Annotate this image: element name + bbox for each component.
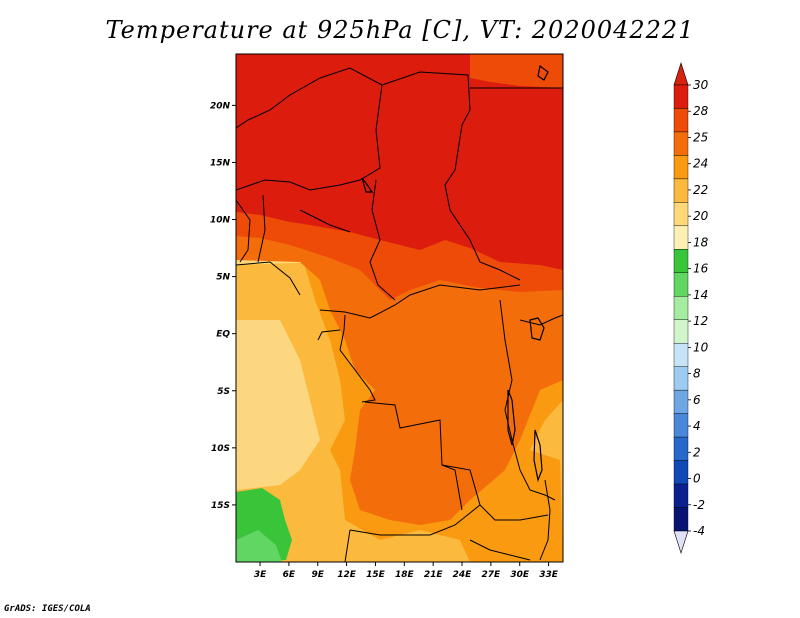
lon-tick-label: 12E [337,570,357,580]
colorbar-label: 2 [693,445,701,459]
colorbar-segment-2 [673,131,689,156]
colorbar-label: 8 [693,367,701,381]
band-above-30 [236,54,563,270]
colorbar-label: 20 [693,209,709,223]
lake-victoria [529,317,545,341]
lon-tick-label: 9E [312,570,325,580]
colorbar-segment-17 [673,483,689,508]
lon-tick-label: 21E [424,570,444,580]
lat-tick-label: 15N [210,158,231,168]
southwest-light-green-patch [236,530,282,562]
lon-tick-label: 3E [254,570,267,580]
colorbar-label: 25 [693,130,708,144]
colorbar-segment-15 [673,436,689,461]
lon-tick-label: 30E [510,570,530,580]
colorbar-label: 28 [693,104,709,118]
colorbar-segment-12 [673,366,689,391]
colorbar-segment-3 [673,155,689,180]
lat-tick-label: 10N [210,216,231,226]
lat-tick-label: 15S [211,501,230,511]
lat-tick-label: 5N [216,273,230,283]
colorbar-label: 0 [693,472,701,486]
lake-chad [361,177,374,193]
lake-tanganyika [507,389,516,446]
lat-tick-label: 5S [217,387,230,397]
colorbar-segment-16 [673,460,689,485]
northeast-patch [470,54,563,88]
colorbar-label: -4 [693,524,705,538]
colorbar-segment-14 [673,413,689,438]
colorbar-segment-11 [673,343,689,367]
lat-tick-label: 10S [211,444,230,454]
lat-tick-label: 20N [210,101,231,111]
colorbar-bottom-arrow [673,530,689,554]
colorbar-label: 14 [693,288,708,302]
lon-tick-label: 6E [283,570,296,580]
colorbar-segment-13 [673,389,689,414]
lake-malawi [533,429,543,483]
colorbar-segment-7 [673,249,689,273]
latitude-axis: 20N 15N 10N 5N EQ 5S 10S 15S [210,101,236,511]
colorbar-label: 12 [693,314,708,328]
colorbar-label: 4 [693,419,701,433]
colorbar-label: 30 [693,78,709,92]
lakes [361,64,549,483]
colorbar-label: 10 [693,340,709,354]
longitude-axis: 3E 6E 9E 12E 15E 18E 21E 24E 27E 30E 33E [254,562,559,580]
lon-tick-label: 18E [395,570,415,580]
map-title: Temperature at 925hPa [C], VT: 202004222… [105,16,695,44]
colorbar-segment-9 [673,296,689,320]
colorbar-segment-4 [673,178,689,203]
lon-tick-label: 27E [482,570,502,580]
temperature-field [236,54,563,562]
colorbar-top-arrow [673,62,689,86]
sea-of-galilee [537,64,549,81]
lon-tick-label: 15E [366,570,386,580]
map-frame [235,53,564,563]
colorbar-segment-8 [673,272,689,297]
grads-credit: GrADS: IGES/COLA [4,604,91,614]
colorbar-label: 6 [693,393,701,407]
colorbar-segment-1 [673,108,689,133]
lon-tick-label: 33E [539,570,559,580]
colorbar-label: -2 [693,498,705,512]
colorbar-label: 16 [693,262,709,276]
colorbar-segment-0 [673,84,689,109]
colorbar-segment-18 [673,507,689,532]
colorbar-segment-10 [673,319,689,344]
colorbar-segment-6 [673,225,689,250]
colorbar-label: 18 [693,235,709,249]
colorbar-segment-5 [673,202,689,227]
lat-tick-label: EQ [216,330,230,340]
country-borders [236,67,563,562]
colorbar-label: 22 [693,183,708,197]
west-coast-cool-strip [236,320,320,490]
lon-tick-label: 24E [453,570,473,580]
colorbar-label: 24 [693,157,708,171]
